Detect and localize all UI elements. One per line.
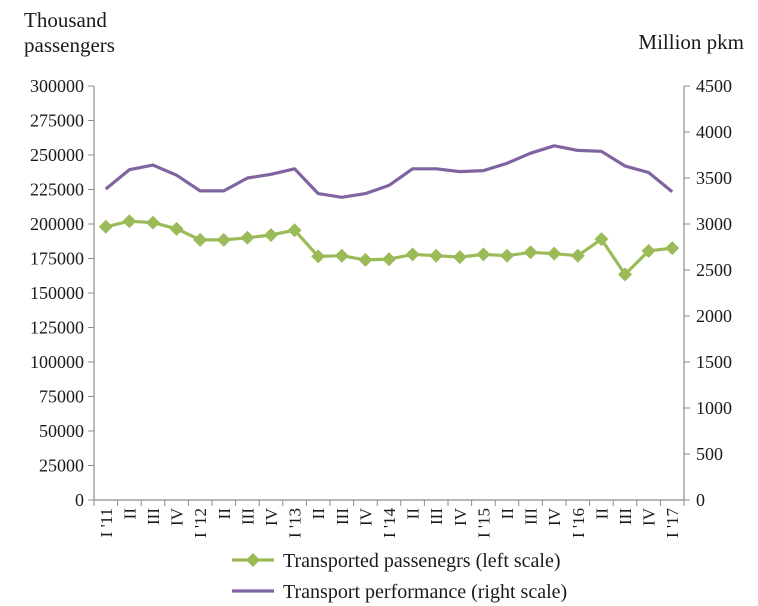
series-1-point [240,230,255,245]
series-1-point [618,267,632,282]
right-y-tick-label: 4000 [696,122,732,142]
series-1-point [641,243,656,258]
series-line-1 [105,219,673,276]
x-tick-label: II [215,508,234,520]
x-tick-label: III [144,508,163,525]
left-y-tick-label: 0 [75,490,84,510]
series-1-point [169,221,184,236]
right-y-tick-label: 500 [696,444,723,464]
series-1-point [334,248,349,263]
left-y-tick-label: 275000 [30,111,84,131]
x-tick-label: I '13 [286,508,305,538]
right-y-tick-label: 0 [696,490,705,510]
right-y-tick-label: 1000 [696,398,732,418]
right-y-tick-label: 3500 [696,168,732,188]
x-tick-label: IV [356,507,375,526]
x-tick-label: IV [262,507,281,526]
series-1-point [405,247,420,262]
x-tick-label: III [333,508,352,525]
x-tick-label: III [522,508,541,525]
right-y-tick-label: 4500 [696,76,732,96]
series-1-point [193,232,208,247]
series-1-point [594,232,609,247]
left-y-tick-label: 225000 [30,180,84,200]
series-1-point [665,241,680,256]
left-y-tick-label: 75000 [39,387,84,407]
series-1-point [146,215,160,230]
left-y-tick-label: 100000 [30,352,84,372]
series-1-point [547,246,562,261]
series-1-point [122,214,137,229]
series-1-point [382,252,396,267]
left-axis-title: Thousand passengers [24,8,115,58]
series-1-point [287,223,302,238]
x-tick-label: IV [168,507,187,526]
series-1-point [452,250,467,265]
series-1-point [311,249,326,264]
series-1-point [476,247,491,262]
x-tick-label: IV [545,507,564,526]
series-1-point [358,252,373,267]
x-tick-label: I '15 [474,508,493,538]
series-1-point [429,248,444,263]
x-tick-label: I '14 [380,508,399,538]
x-tick-label: III [238,508,257,525]
series-1-point [523,245,538,260]
x-tick-label: II [498,508,517,520]
left-y-tick-label: 150000 [30,283,84,303]
right-axis-title: Million pkm [638,30,744,54]
right-y-tick-label: 1500 [696,352,732,372]
x-tick-label: II [592,508,611,520]
left-y-tick-label: 125000 [30,318,84,338]
right-y-tick-label: 2500 [696,260,732,280]
series-1-point [500,248,514,263]
series-1-point [216,232,231,247]
left-y-tick-label: 25000 [39,456,84,476]
right-y-tick-label: 2000 [696,306,732,326]
legend-label-1: Transported passenegrs (left scale) [283,550,561,572]
right-y-tick-label: 3000 [696,214,732,234]
left-y-tick-label: 175000 [30,249,84,269]
left-y-tick-label: 200000 [30,214,84,234]
left-axis-title-line2: passengers [24,33,115,57]
x-tick-label: II [309,508,328,520]
series-line-2 [104,144,674,199]
series-1-point [264,228,278,243]
series-1-point [570,248,585,263]
x-tick-label: II [404,508,423,520]
x-tick-label: I '17 [663,508,682,538]
x-tick-label: III [427,508,446,525]
left-axis-title-line1: Thousand [24,8,107,32]
legend-marker-1 [246,553,260,567]
left-y-tick-label: 250000 [30,145,84,165]
x-tick-label: III [616,508,635,525]
legend-label-2: Transport performance (right scale) [283,581,567,603]
series-1-point [98,219,113,234]
x-tick-label: I '12 [191,508,210,538]
x-tick-label: I '11 [97,508,116,537]
x-tick-label: II [120,508,139,520]
x-tick-label: IV [640,507,659,526]
left-y-tick-label: 300000 [30,76,84,96]
x-tick-label: IV [451,507,470,526]
x-tick-label: I '16 [569,508,588,538]
left-y-tick-label: 50000 [39,421,84,441]
